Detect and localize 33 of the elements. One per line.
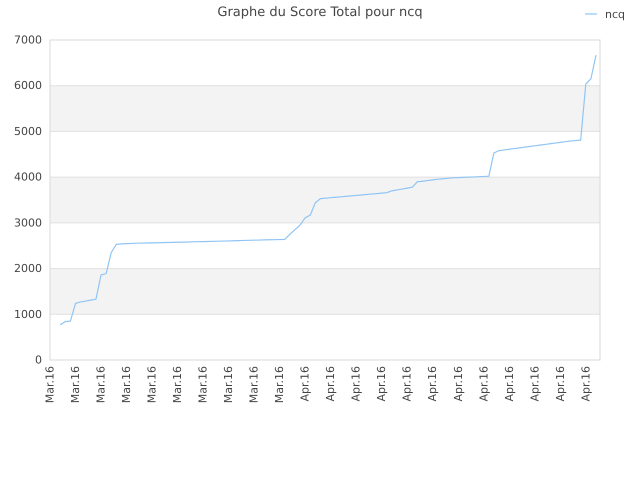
x-tick-label: Apr.16 [528, 366, 542, 402]
x-tick-label: Apr.16 [400, 366, 414, 402]
x-tick-label: Mar.16 [94, 366, 108, 404]
x-tick-label: Mar.16 [196, 366, 210, 404]
x-tick-label: Mar.16 [273, 366, 286, 404]
x-tick-label: Apr.16 [375, 366, 388, 402]
x-tick-label: Mar.16 [222, 366, 236, 404]
x-tick-label: Apr.16 [452, 366, 465, 402]
x-tick-label: Mar.16 [69, 366, 82, 404]
y-tick-label: 0 [35, 354, 42, 367]
y-tick-label: 7000 [14, 34, 42, 47]
x-tick-label: Apr.16 [477, 366, 490, 402]
x-tick-label: Mar.16 [146, 366, 159, 404]
y-tick-label: 2000 [14, 262, 42, 276]
x-tick-label: Mar.16 [44, 366, 57, 404]
x-tick-label: Apr.16 [350, 366, 363, 402]
x-tick-label: Apr.16 [502, 366, 516, 402]
x-tick-label: Apr.16 [298, 366, 312, 402]
x-tick-label: Apr.16 [426, 366, 440, 402]
line-series [60, 54, 597, 326]
chart-title: Graphe du Score Total pour ncq [217, 5, 423, 20]
x-tick-label: Mar.16 [248, 366, 261, 404]
y-tick-label: 6000 [14, 79, 42, 92]
y-tick-label: 1000 [14, 308, 42, 321]
x-tick-label: Mar.16 [120, 366, 134, 404]
y-tick-label: 4000 [14, 170, 42, 184]
legend-label: ncq [605, 8, 626, 21]
y-tick-label: 3000 [14, 216, 42, 230]
x-tick-label: Mar.16 [171, 366, 184, 404]
x-tick-label: Apr.16 [579, 366, 592, 402]
x-tick-label: Apr.16 [554, 366, 567, 402]
y-tick-label: 5000 [14, 124, 42, 138]
x-tick-label: Apr.16 [324, 366, 338, 402]
